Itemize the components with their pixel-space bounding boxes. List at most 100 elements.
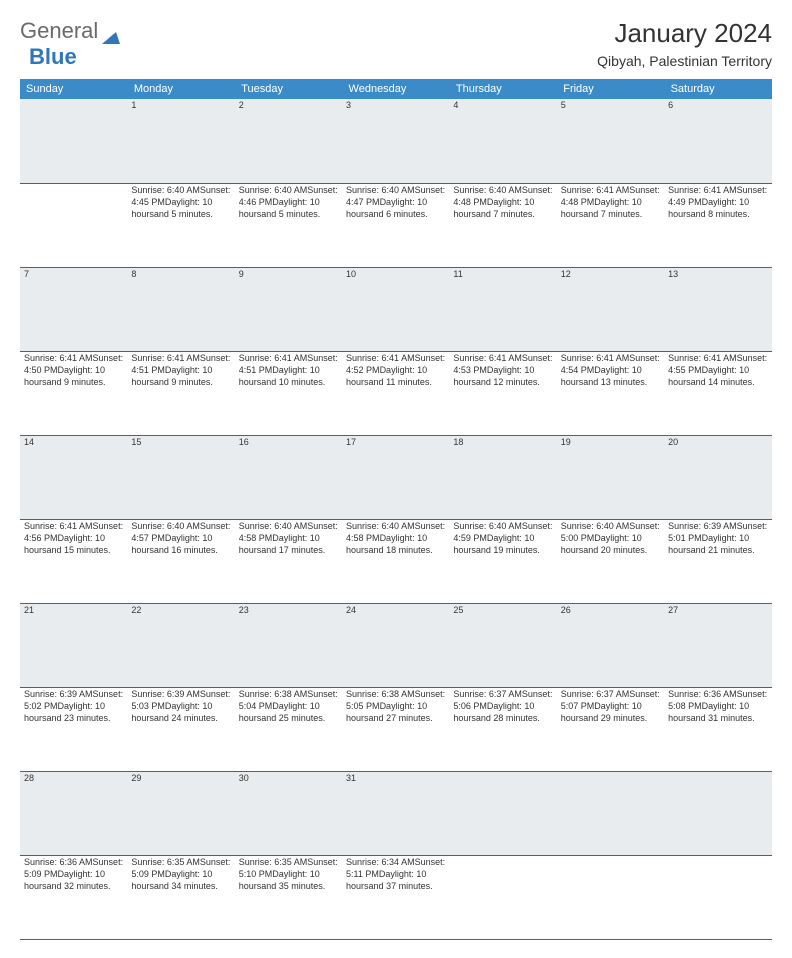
sunrise-text: Sunrise: 6:41 AM bbox=[453, 353, 522, 363]
daylight-text: and 7 minutes. bbox=[476, 209, 535, 219]
day-number: 10 bbox=[342, 267, 449, 351]
daynum-row: 21222324252627 bbox=[20, 603, 772, 687]
week-row: Sunrise: 6:41 AMSunset: 4:56 PMDaylight:… bbox=[20, 519, 772, 603]
day-number: 30 bbox=[235, 771, 342, 855]
daylight-text: and 25 minutes. bbox=[261, 713, 325, 723]
daylight-text: and 35 minutes. bbox=[261, 881, 325, 891]
daylight-text: and 13 minutes. bbox=[583, 377, 647, 387]
daylight-text: and 5 minutes. bbox=[261, 209, 320, 219]
day-cell: Sunrise: 6:41 AMSunset: 4:49 PMDaylight:… bbox=[664, 183, 771, 267]
day-cell: Sunrise: 6:40 AMSunset: 4:58 PMDaylight:… bbox=[235, 519, 342, 603]
weekday-header: Saturday bbox=[664, 79, 771, 99]
day-cell: Sunrise: 6:40 AMSunset: 5:00 PMDaylight:… bbox=[557, 519, 664, 603]
day-number: 27 bbox=[664, 603, 771, 687]
day-number: 19 bbox=[557, 435, 664, 519]
daylight-text: and 8 minutes. bbox=[691, 209, 750, 219]
day-cell bbox=[449, 855, 556, 939]
sunrise-text: Sunrise: 6:38 AM bbox=[346, 689, 415, 699]
daylight-text: and 34 minutes. bbox=[154, 881, 218, 891]
weekday-header: Sunday bbox=[20, 79, 127, 99]
day-number: 16 bbox=[235, 435, 342, 519]
week-row: Sunrise: 6:39 AMSunset: 5:02 PMDaylight:… bbox=[20, 687, 772, 771]
daylight-text: and 29 minutes. bbox=[583, 713, 647, 723]
sunrise-text: Sunrise: 6:37 AM bbox=[561, 689, 630, 699]
day-number: 12 bbox=[557, 267, 664, 351]
weekday-header: Tuesday bbox=[235, 79, 342, 99]
day-number: 15 bbox=[127, 435, 234, 519]
sunrise-text: Sunrise: 6:39 AM bbox=[131, 689, 200, 699]
sunrise-text: Sunrise: 6:40 AM bbox=[131, 185, 200, 195]
day-cell: Sunrise: 6:40 AMSunset: 4:47 PMDaylight:… bbox=[342, 183, 449, 267]
daynum-row: 14151617181920 bbox=[20, 435, 772, 519]
sunrise-text: Sunrise: 6:37 AM bbox=[453, 689, 522, 699]
page-subtitle: Qibyah, Palestinian Territory bbox=[597, 53, 772, 69]
calendar-table: Sunday Monday Tuesday Wednesday Thursday… bbox=[20, 79, 772, 940]
day-number: 8 bbox=[127, 267, 234, 351]
day-cell: Sunrise: 6:41 AMSunset: 4:51 PMDaylight:… bbox=[235, 351, 342, 435]
day-cell: Sunrise: 6:35 AMSunset: 5:10 PMDaylight:… bbox=[235, 855, 342, 939]
sunrise-text: Sunrise: 6:41 AM bbox=[668, 353, 737, 363]
sunrise-text: Sunrise: 6:40 AM bbox=[239, 185, 308, 195]
day-cell: Sunrise: 6:40 AMSunset: 4:58 PMDaylight:… bbox=[342, 519, 449, 603]
daynum-row: 123456 bbox=[20, 99, 772, 183]
day-number: 14 bbox=[20, 435, 127, 519]
day-cell: Sunrise: 6:36 AMSunset: 5:09 PMDaylight:… bbox=[20, 855, 127, 939]
day-number: 11 bbox=[449, 267, 556, 351]
logo-triangle-icon bbox=[102, 24, 120, 38]
day-cell: Sunrise: 6:39 AMSunset: 5:03 PMDaylight:… bbox=[127, 687, 234, 771]
sunrise-text: Sunrise: 6:36 AM bbox=[668, 689, 737, 699]
sunrise-text: Sunrise: 6:41 AM bbox=[131, 353, 200, 363]
sunrise-text: Sunrise: 6:40 AM bbox=[346, 185, 415, 195]
day-cell: Sunrise: 6:40 AMSunset: 4:45 PMDaylight:… bbox=[127, 183, 234, 267]
page-title: January 2024 bbox=[597, 18, 772, 49]
day-number: 2 bbox=[235, 99, 342, 183]
day-number: 28 bbox=[20, 771, 127, 855]
logo-text-blue: Blue bbox=[29, 44, 77, 70]
daylight-text: and 5 minutes. bbox=[154, 209, 213, 219]
day-cell: Sunrise: 6:37 AMSunset: 5:07 PMDaylight:… bbox=[557, 687, 664, 771]
day-number: 23 bbox=[235, 603, 342, 687]
weekday-header: Wednesday bbox=[342, 79, 449, 99]
day-number bbox=[664, 771, 771, 855]
day-cell: Sunrise: 6:37 AMSunset: 5:06 PMDaylight:… bbox=[449, 687, 556, 771]
day-number: 17 bbox=[342, 435, 449, 519]
day-cell: Sunrise: 6:41 AMSunset: 4:48 PMDaylight:… bbox=[557, 183, 664, 267]
day-number: 24 bbox=[342, 603, 449, 687]
sunrise-text: Sunrise: 6:41 AM bbox=[24, 353, 93, 363]
daylight-text: and 19 minutes. bbox=[476, 545, 540, 555]
day-number: 6 bbox=[664, 99, 771, 183]
sunrise-text: Sunrise: 6:41 AM bbox=[346, 353, 415, 363]
day-cell: Sunrise: 6:40 AMSunset: 4:59 PMDaylight:… bbox=[449, 519, 556, 603]
day-number bbox=[20, 99, 127, 183]
day-number bbox=[449, 771, 556, 855]
sunrise-text: Sunrise: 6:40 AM bbox=[453, 521, 522, 531]
sunrise-text: Sunrise: 6:34 AM bbox=[346, 857, 415, 867]
daylight-text: and 24 minutes. bbox=[154, 713, 218, 723]
day-cell: Sunrise: 6:41 AMSunset: 4:50 PMDaylight:… bbox=[20, 351, 127, 435]
sunrise-text: Sunrise: 6:40 AM bbox=[453, 185, 522, 195]
day-cell: Sunrise: 6:40 AMSunset: 4:57 PMDaylight:… bbox=[127, 519, 234, 603]
daylight-text: and 14 minutes. bbox=[691, 377, 755, 387]
day-number: 13 bbox=[664, 267, 771, 351]
daylight-text: and 28 minutes. bbox=[476, 713, 540, 723]
daylight-text: and 10 minutes. bbox=[261, 377, 325, 387]
day-cell: Sunrise: 6:39 AMSunset: 5:02 PMDaylight:… bbox=[20, 687, 127, 771]
daylight-text: and 18 minutes. bbox=[369, 545, 433, 555]
daylight-text: and 32 minutes. bbox=[47, 881, 111, 891]
daylight-text: and 6 minutes. bbox=[369, 209, 428, 219]
daylight-text: and 12 minutes. bbox=[476, 377, 540, 387]
day-number: 7 bbox=[20, 267, 127, 351]
day-number: 21 bbox=[20, 603, 127, 687]
daylight-text: and 20 minutes. bbox=[583, 545, 647, 555]
sunrise-text: Sunrise: 6:41 AM bbox=[24, 521, 93, 531]
day-cell: Sunrise: 6:39 AMSunset: 5:01 PMDaylight:… bbox=[664, 519, 771, 603]
day-number: 31 bbox=[342, 771, 449, 855]
week-row: Sunrise: 6:36 AMSunset: 5:09 PMDaylight:… bbox=[20, 855, 772, 939]
day-cell: Sunrise: 6:40 AMSunset: 4:46 PMDaylight:… bbox=[235, 183, 342, 267]
day-cell: Sunrise: 6:38 AMSunset: 5:05 PMDaylight:… bbox=[342, 687, 449, 771]
day-cell: Sunrise: 6:35 AMSunset: 5:09 PMDaylight:… bbox=[127, 855, 234, 939]
day-cell: Sunrise: 6:34 AMSunset: 5:11 PMDaylight:… bbox=[342, 855, 449, 939]
daylight-text: and 9 minutes. bbox=[154, 377, 213, 387]
day-number: 26 bbox=[557, 603, 664, 687]
daylight-text: and 11 minutes. bbox=[369, 377, 432, 387]
